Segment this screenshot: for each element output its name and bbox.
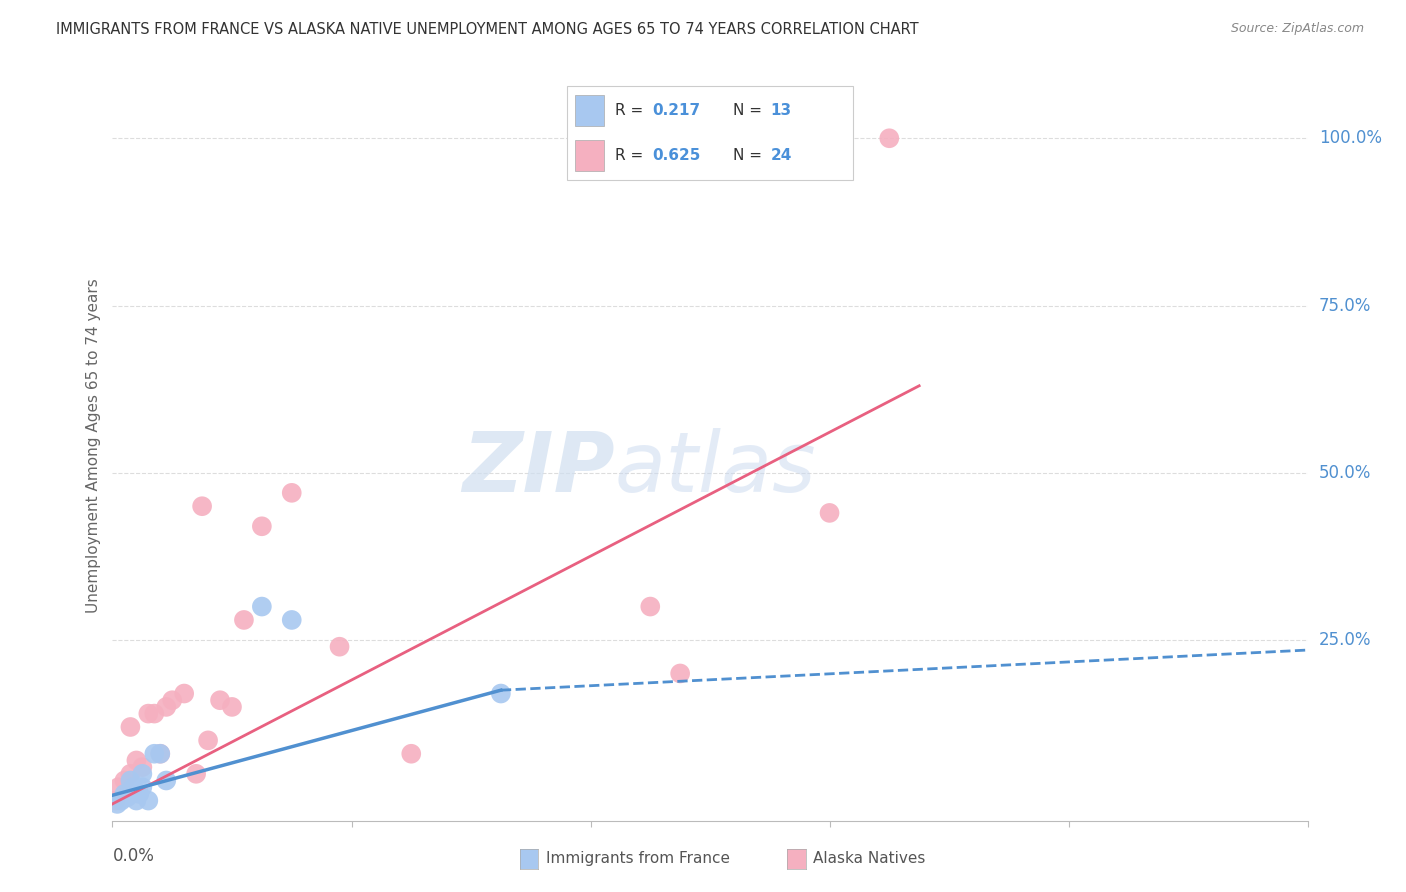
Point — [233, 613, 256, 627]
Point — [329, 640, 352, 654]
Point — [191, 500, 214, 514]
Text: atlas: atlas — [614, 428, 815, 509]
Point — [818, 506, 841, 520]
Text: Immigrants from France: Immigrants from France — [546, 852, 730, 866]
Point — [122, 780, 145, 795]
Point — [640, 599, 662, 614]
Point — [143, 706, 166, 721]
Point — [131, 760, 153, 774]
Text: Source: ZipAtlas.com: Source: ZipAtlas.com — [1230, 22, 1364, 36]
Point — [173, 687, 195, 701]
Text: 75.0%: 75.0% — [1319, 296, 1371, 315]
Text: 100.0%: 100.0% — [1319, 129, 1382, 147]
Y-axis label: Unemployment Among Ages 65 to 74 years: Unemployment Among Ages 65 to 74 years — [86, 278, 101, 614]
Point — [107, 780, 129, 795]
Point — [131, 780, 153, 795]
Point — [105, 797, 128, 811]
Point — [131, 767, 153, 781]
Point — [120, 773, 142, 788]
Point — [489, 687, 512, 701]
Point — [197, 733, 219, 747]
Point — [114, 787, 135, 801]
Point — [149, 747, 172, 761]
Point — [250, 599, 273, 614]
Point — [125, 753, 148, 767]
Point — [120, 767, 142, 781]
Point — [114, 773, 135, 788]
Point — [110, 794, 132, 808]
Point — [128, 787, 150, 801]
Text: 50.0%: 50.0% — [1319, 464, 1371, 482]
Point — [125, 794, 148, 808]
Text: 25.0%: 25.0% — [1319, 631, 1371, 649]
Point — [155, 700, 177, 714]
Point — [879, 131, 901, 145]
Point — [281, 613, 304, 627]
Point — [149, 747, 172, 761]
Text: 0.0%: 0.0% — [112, 847, 155, 865]
Text: ZIP: ZIP — [461, 428, 614, 509]
Text: Alaska Natives: Alaska Natives — [813, 852, 925, 866]
Point — [138, 794, 160, 808]
Point — [669, 666, 692, 681]
Point — [120, 720, 142, 734]
Point — [104, 794, 127, 808]
Point — [138, 706, 160, 721]
Point — [209, 693, 232, 707]
Point — [162, 693, 183, 707]
Point — [281, 486, 304, 500]
Point — [120, 783, 142, 797]
Point — [155, 773, 177, 788]
Point — [117, 790, 139, 805]
Point — [250, 519, 273, 533]
Point — [401, 747, 423, 761]
Text: IMMIGRANTS FROM FRANCE VS ALASKA NATIVE UNEMPLOYMENT AMONG AGES 65 TO 74 YEARS C: IMMIGRANTS FROM FRANCE VS ALASKA NATIVE … — [56, 22, 920, 37]
Point — [143, 747, 166, 761]
Point — [221, 700, 243, 714]
Point — [186, 767, 208, 781]
